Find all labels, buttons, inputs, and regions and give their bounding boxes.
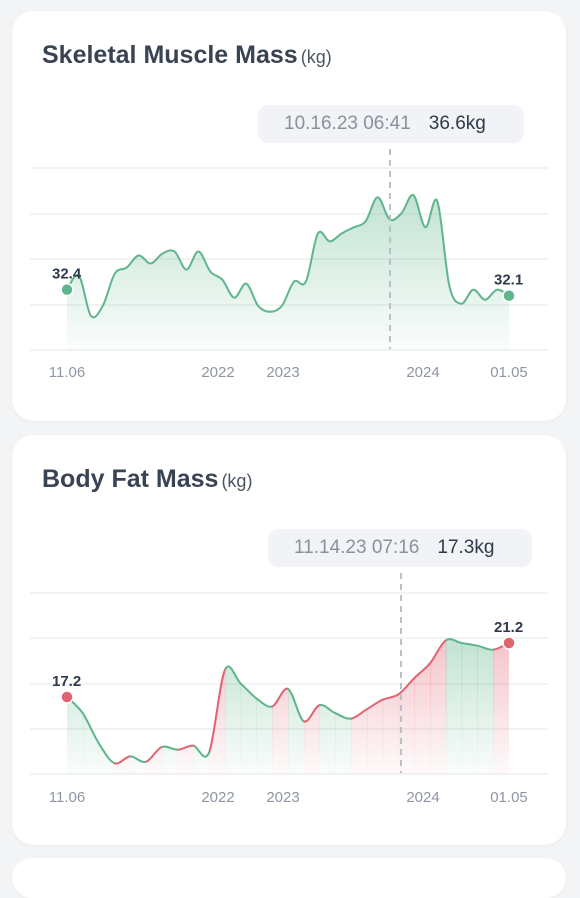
series-line-segment	[430, 638, 447, 665]
start-value-label: 17.2	[52, 673, 81, 690]
x-axis-label: 2023	[266, 364, 299, 381]
area-segment	[493, 643, 509, 774]
area-segment	[414, 662, 431, 774]
area-segment	[193, 745, 210, 774]
end-point	[502, 636, 516, 650]
tooltip-value: 36.6kg	[428, 113, 486, 134]
series-line	[66, 194, 510, 319]
body-fat-mass-card[interactable]: Body Fat Mass (kg) 17.2 21.2 11.06 2022 2023 2…	[12, 435, 566, 845]
end-value-label: 21.2	[494, 619, 523, 636]
area-segment	[288, 688, 305, 774]
area-segment	[209, 669, 226, 774]
x-axis-label: 11.06	[49, 364, 85, 381]
series-line-segment	[130, 755, 147, 764]
x-axis-label: 2022	[201, 364, 234, 381]
tooltip-value: 17.3kg	[437, 537, 495, 558]
card-title: Body Fat Mass (kg)	[42, 465, 253, 493]
chart-tooltip: 11.14.23 07:16 17.3kg	[268, 529, 532, 567]
area-segment	[224, 666, 242, 774]
area-segment	[461, 643, 479, 774]
area-fill	[67, 194, 509, 350]
x-axis-label: 11.06	[49, 789, 85, 806]
area-segment	[366, 699, 384, 774]
card-title: Skeletal Muscle Mass (kg)	[42, 41, 332, 69]
area-segment	[398, 677, 415, 774]
area-segment	[145, 746, 163, 774]
area-segment	[351, 708, 368, 774]
area-segment	[430, 640, 447, 774]
tooltip-date: 10.16.23 06:41	[284, 113, 411, 134]
area-segment	[303, 705, 321, 774]
area-segment	[67, 697, 84, 774]
x-axis-label: 01.05	[490, 789, 528, 806]
area-segment	[161, 746, 179, 774]
area-segment	[272, 688, 289, 774]
end-point	[502, 288, 516, 303]
skeletal-muscle-mass-card[interactable]: Skeletal Muscle Mass (kg) 32.4 32.1 11.06 20…	[12, 11, 566, 421]
x-axis-label: 2024	[406, 364, 439, 381]
area-segment	[114, 756, 131, 774]
next-card	[12, 858, 566, 898]
area-segment	[177, 745, 194, 774]
area-segment	[256, 698, 273, 774]
body-fat-mass-chart[interactable]: 17.2 21.2 11.06 2022 2023 2024 01.05	[12, 435, 566, 845]
x-axis-label: 01.05	[490, 364, 528, 381]
area-segment	[240, 683, 258, 774]
start-point	[60, 282, 74, 297]
chart-tooltip: 10.16.23 06:41 36.6kg	[258, 105, 524, 143]
area-segment	[445, 639, 463, 774]
unit-label: (kg)	[221, 471, 253, 491]
area-segment	[82, 713, 100, 774]
start-point	[60, 690, 74, 704]
area-segment	[335, 713, 352, 774]
skeletal-muscle-mass-chart[interactable]: 32.4 32.1 11.06 2022 2023 2024 01.05	[12, 11, 566, 421]
area-segment	[319, 704, 336, 774]
end-value-label: 32.1	[494, 272, 523, 289]
series-line-segment	[272, 687, 289, 708]
start-value-label: 32.4	[52, 266, 82, 283]
area-segment	[130, 756, 147, 774]
unit-label: (kg)	[300, 47, 332, 67]
x-axis-label: 2023	[266, 789, 299, 806]
tooltip-date: 11.14.23 07:16	[294, 537, 420, 558]
x-axis-label: 2022	[201, 789, 234, 806]
x-axis-label: 2024	[406, 789, 439, 806]
area-segment	[477, 645, 494, 774]
area-segment	[382, 693, 400, 774]
